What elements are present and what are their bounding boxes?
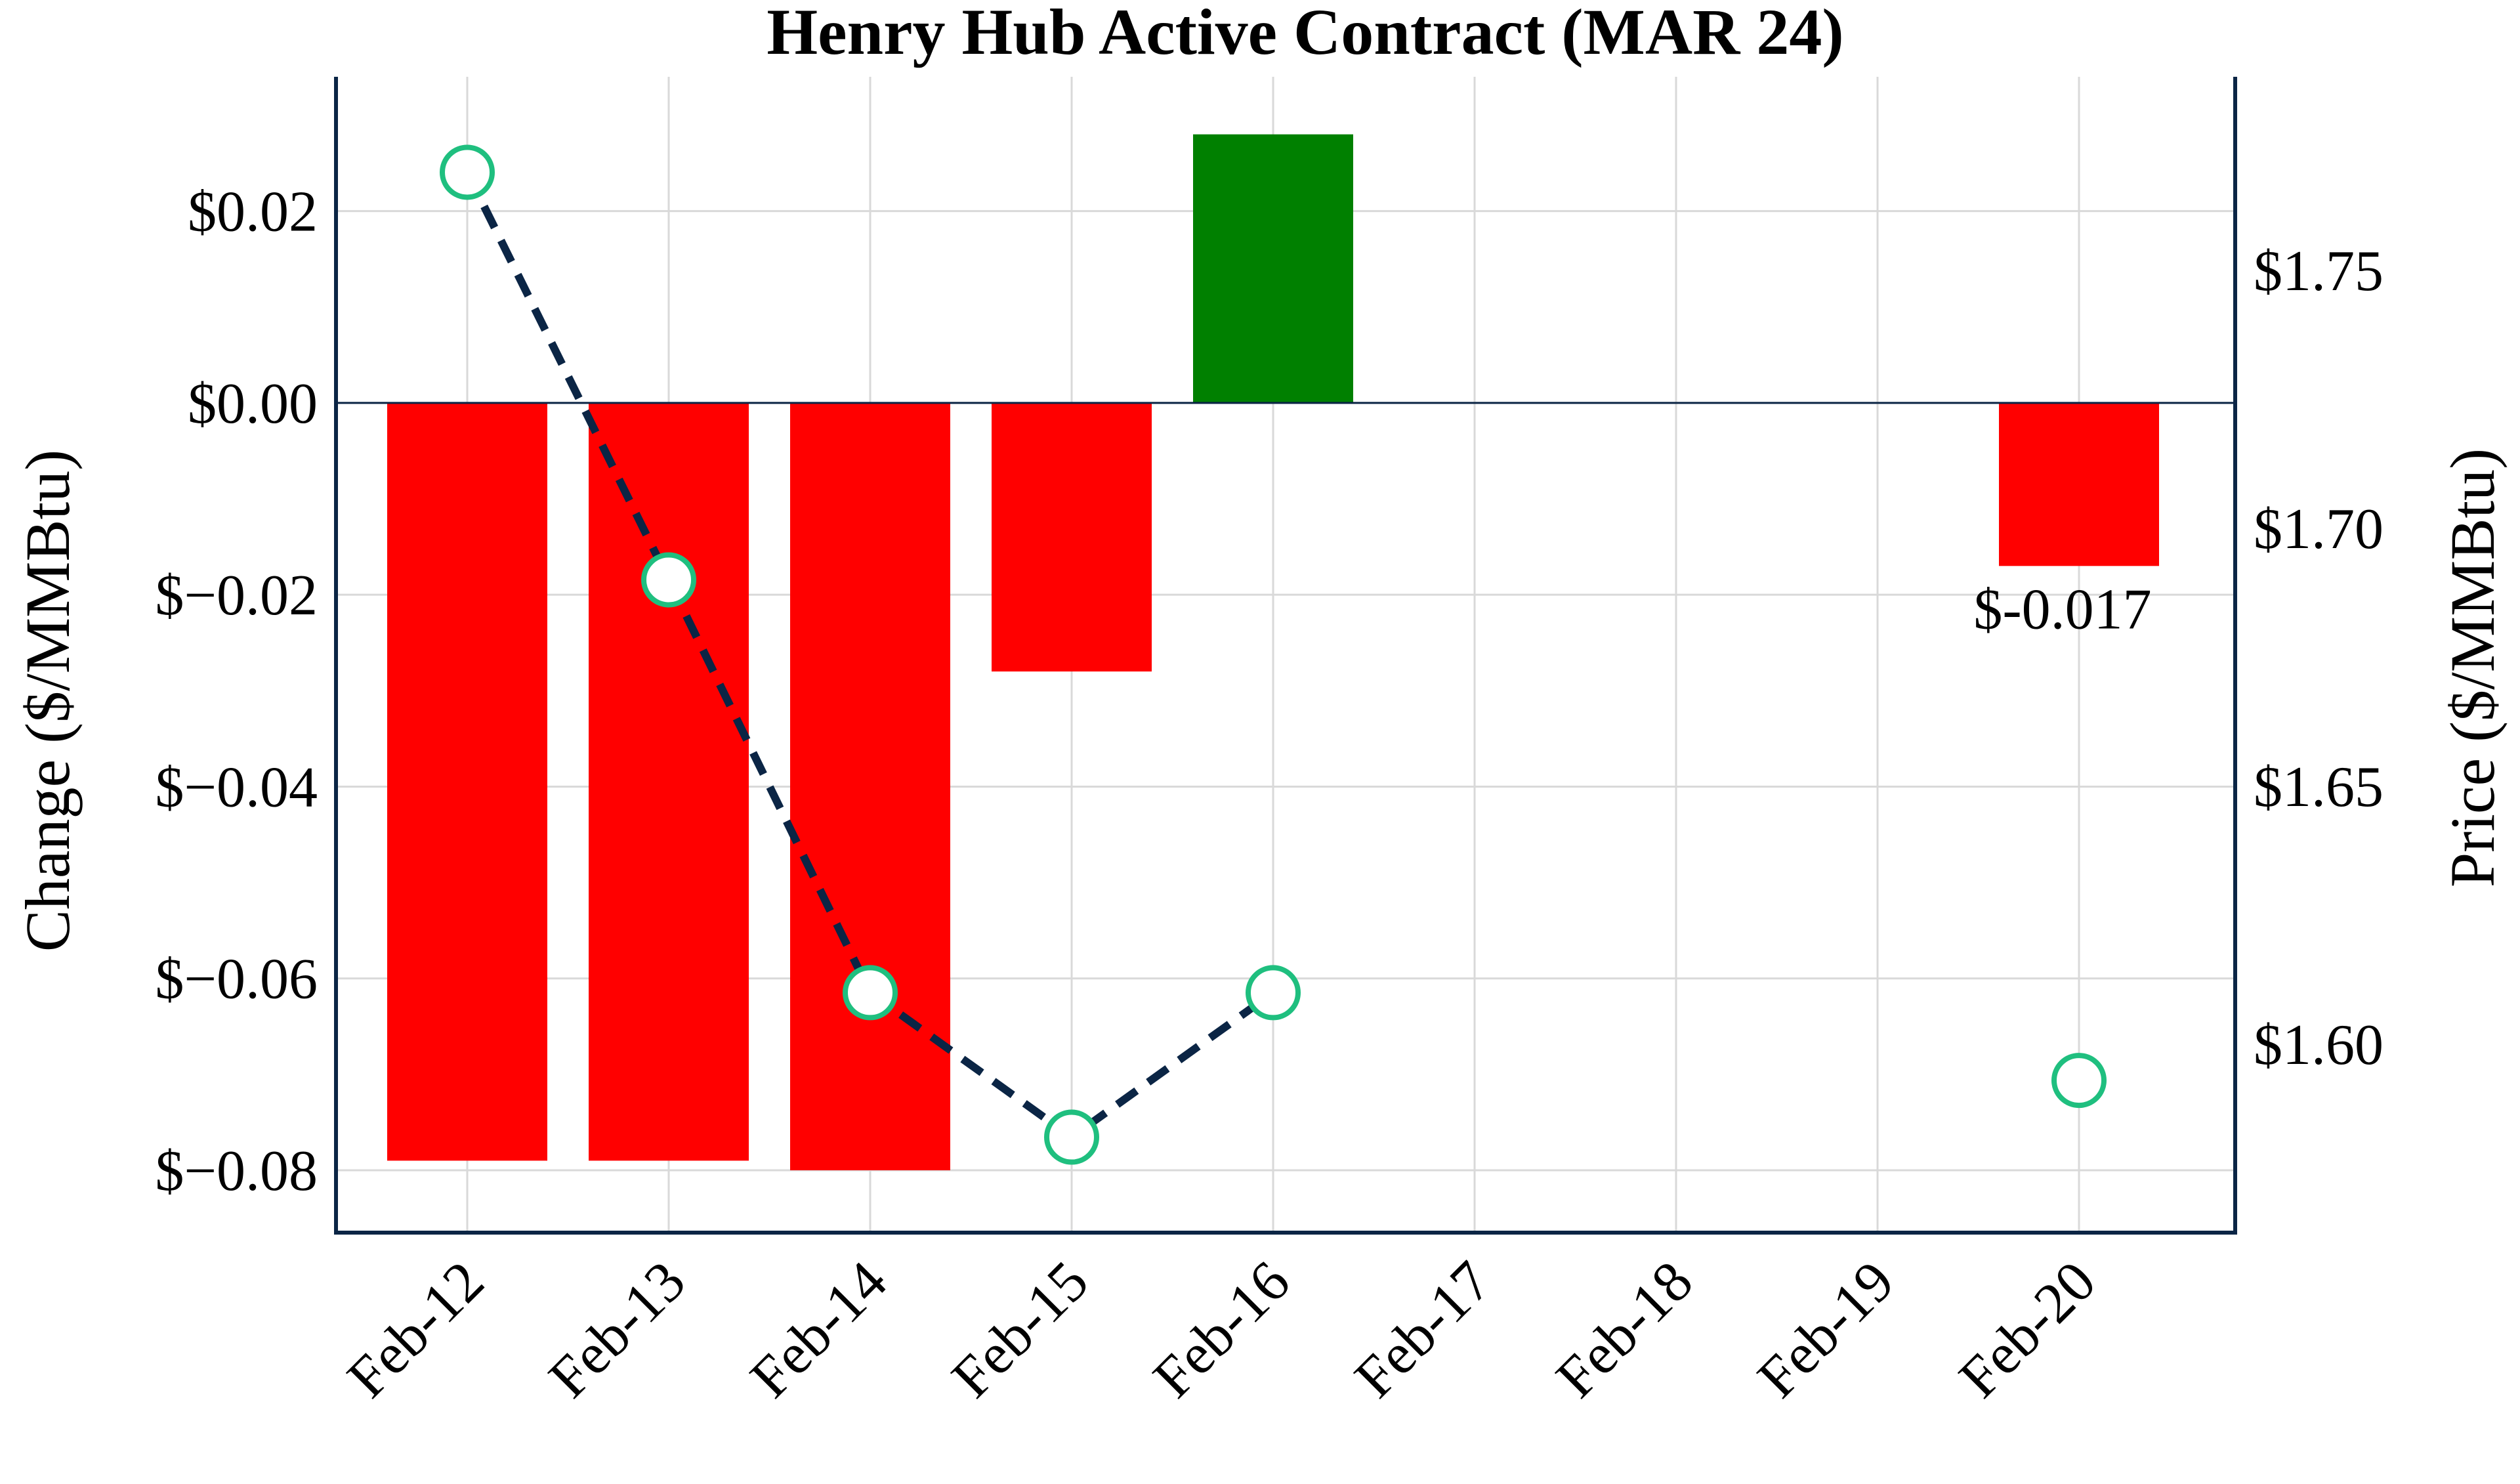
bar bbox=[387, 402, 547, 1161]
chart-title: Henry Hub Active Contract (MAR 24) bbox=[766, 0, 1843, 68]
y-tick-label-left: $−0.08 bbox=[155, 1139, 318, 1203]
price-point bbox=[641, 552, 696, 608]
bar bbox=[589, 402, 749, 1161]
bar-value-label: $-0.017 bbox=[1973, 578, 2151, 641]
bar-series bbox=[387, 134, 2159, 1171]
bar bbox=[790, 402, 950, 1171]
price-point bbox=[843, 965, 898, 1021]
y-tick-label-right: $1.70 bbox=[2254, 498, 2384, 561]
bar bbox=[1193, 134, 1353, 403]
price-point bbox=[440, 144, 495, 200]
y-tick-label-left: $0.00 bbox=[188, 372, 318, 436]
y-tick-label-left: $−0.06 bbox=[155, 948, 318, 1011]
price-point bbox=[2051, 1053, 2107, 1109]
price-series bbox=[440, 144, 2107, 1165]
y-tick-label-left: $0.02 bbox=[188, 180, 318, 244]
price-point bbox=[1044, 1109, 1099, 1165]
y-tick-label-right: $1.75 bbox=[2254, 240, 2384, 303]
y-axis-label-left: Change ($/MMBtu) bbox=[12, 450, 83, 952]
y-tick-label-right: $1.60 bbox=[2254, 1013, 2384, 1077]
price-point bbox=[1246, 965, 1301, 1021]
bar bbox=[992, 402, 1152, 672]
y-tick-label-right: $1.65 bbox=[2254, 755, 2384, 819]
y-axis-label-right: Price ($/MMBtu) bbox=[2437, 448, 2508, 887]
data-labels: $-0.017 bbox=[1973, 578, 2151, 641]
y-tick-label-left: $−0.04 bbox=[155, 755, 318, 819]
plot-frame bbox=[334, 77, 2237, 1235]
bar bbox=[1999, 402, 2159, 566]
y-tick-label-left: $−0.02 bbox=[155, 564, 318, 627]
